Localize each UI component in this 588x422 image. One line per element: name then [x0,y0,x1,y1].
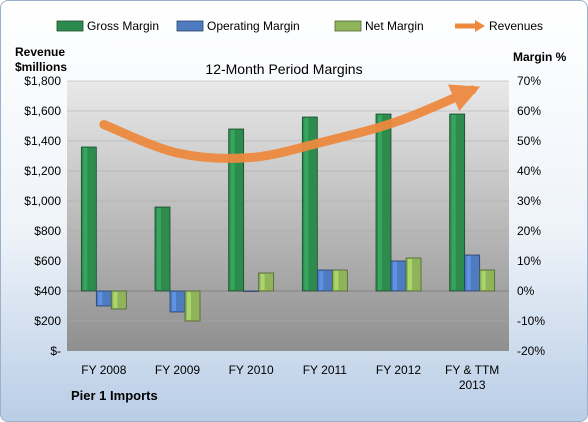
right-axis-title: Margin % [513,50,567,64]
legend-swatch [176,20,204,32]
revenue-line [99,84,481,163]
bar-series [80,113,496,322]
left-tick-label: $400 [34,284,61,298]
x-axis-label: FY 2010 [229,363,274,377]
right-tick-label: 0% [517,284,535,298]
left-tick-label: $1,400 [24,134,61,148]
left-tick-label: $1,600 [24,104,61,118]
legend-label: Gross Margin [87,19,159,33]
legend-label: Operating Margin [207,19,300,33]
legend-label: Net Margin [365,19,424,33]
left-tick-label: $1,800 [24,74,61,88]
left-tick-label: $800 [34,224,61,238]
legend-arrow-icon [475,20,485,32]
x-axis-label: FY 2008 [81,363,126,377]
bar-highlight [230,130,235,290]
x-axis-labels: FY 2008 FY 2009 FY 2010 FY 2011 FY 2012 FY & … [81,363,499,392]
x-axis-label: FY 2009 [155,363,200,377]
x-axis-label: FY & TTM [445,363,499,377]
right-tick-label: -10% [517,314,545,328]
right-tick-label: -20% [517,344,545,358]
bar-highlight [319,271,324,290]
right-tick-label: 30% [517,194,541,208]
right-tick-label: 40% [517,164,541,178]
x-axis-label: 2013 [459,378,486,392]
bar-operating-margin [243,290,260,292]
legend-swatch [334,20,362,32]
left-axis-title-line2: $millions [15,60,67,74]
bar-highlight [393,262,397,290]
bar-highlight [187,292,191,320]
bar-highlight [481,271,486,290]
left-axis-title-line1: Revenue [15,45,65,59]
chart-title: 12-Month Period Margins [205,61,362,77]
left-tick-label: $200 [34,314,61,328]
bar-highlight [451,115,456,290]
bar-highlight [334,271,339,290]
right-axis-ticks: -20% -10% 0% 10% 20% 30% 40% 50% 60% 70% [517,74,545,358]
bar-highlight [113,292,118,308]
bar-highlight [172,292,176,311]
left-tick-label: $1,000 [24,194,61,208]
bar-highlight [157,208,161,290]
company-name: Pier 1 Imports [71,388,158,403]
bar-highlight [378,115,382,290]
x-axis-label: FY 2011 [303,363,348,377]
right-tick-label: 70% [517,74,541,88]
right-tick-label: 60% [517,104,541,118]
revenues-line [99,84,481,163]
bar-highlight [83,148,88,290]
right-tick-label: 20% [517,224,541,238]
legend-swatch [56,20,84,32]
bar-highlight [408,259,412,290]
right-tick-label: 10% [517,254,541,268]
left-axis-ticks: $- $200 $400 $600 $800 $1,000 $1,200 $1,400 $1,6… [24,74,61,358]
x-axis-label: FY 2012 [376,363,421,377]
left-tick-label: $600 [34,254,61,268]
legend-label: Revenues [489,19,543,33]
bar-highlight [98,292,103,305]
bar-highlight [260,274,265,290]
bar-highlight [466,256,471,290]
legend: Gross Margin Operating Margin Net Margin Re… [56,19,543,33]
bar-highlight [304,118,309,290]
left-tick-label: $1,200 [24,164,61,178]
plot-area [67,81,509,351]
right-tick-label: 50% [517,134,541,148]
left-tick-label: $- [50,344,61,358]
